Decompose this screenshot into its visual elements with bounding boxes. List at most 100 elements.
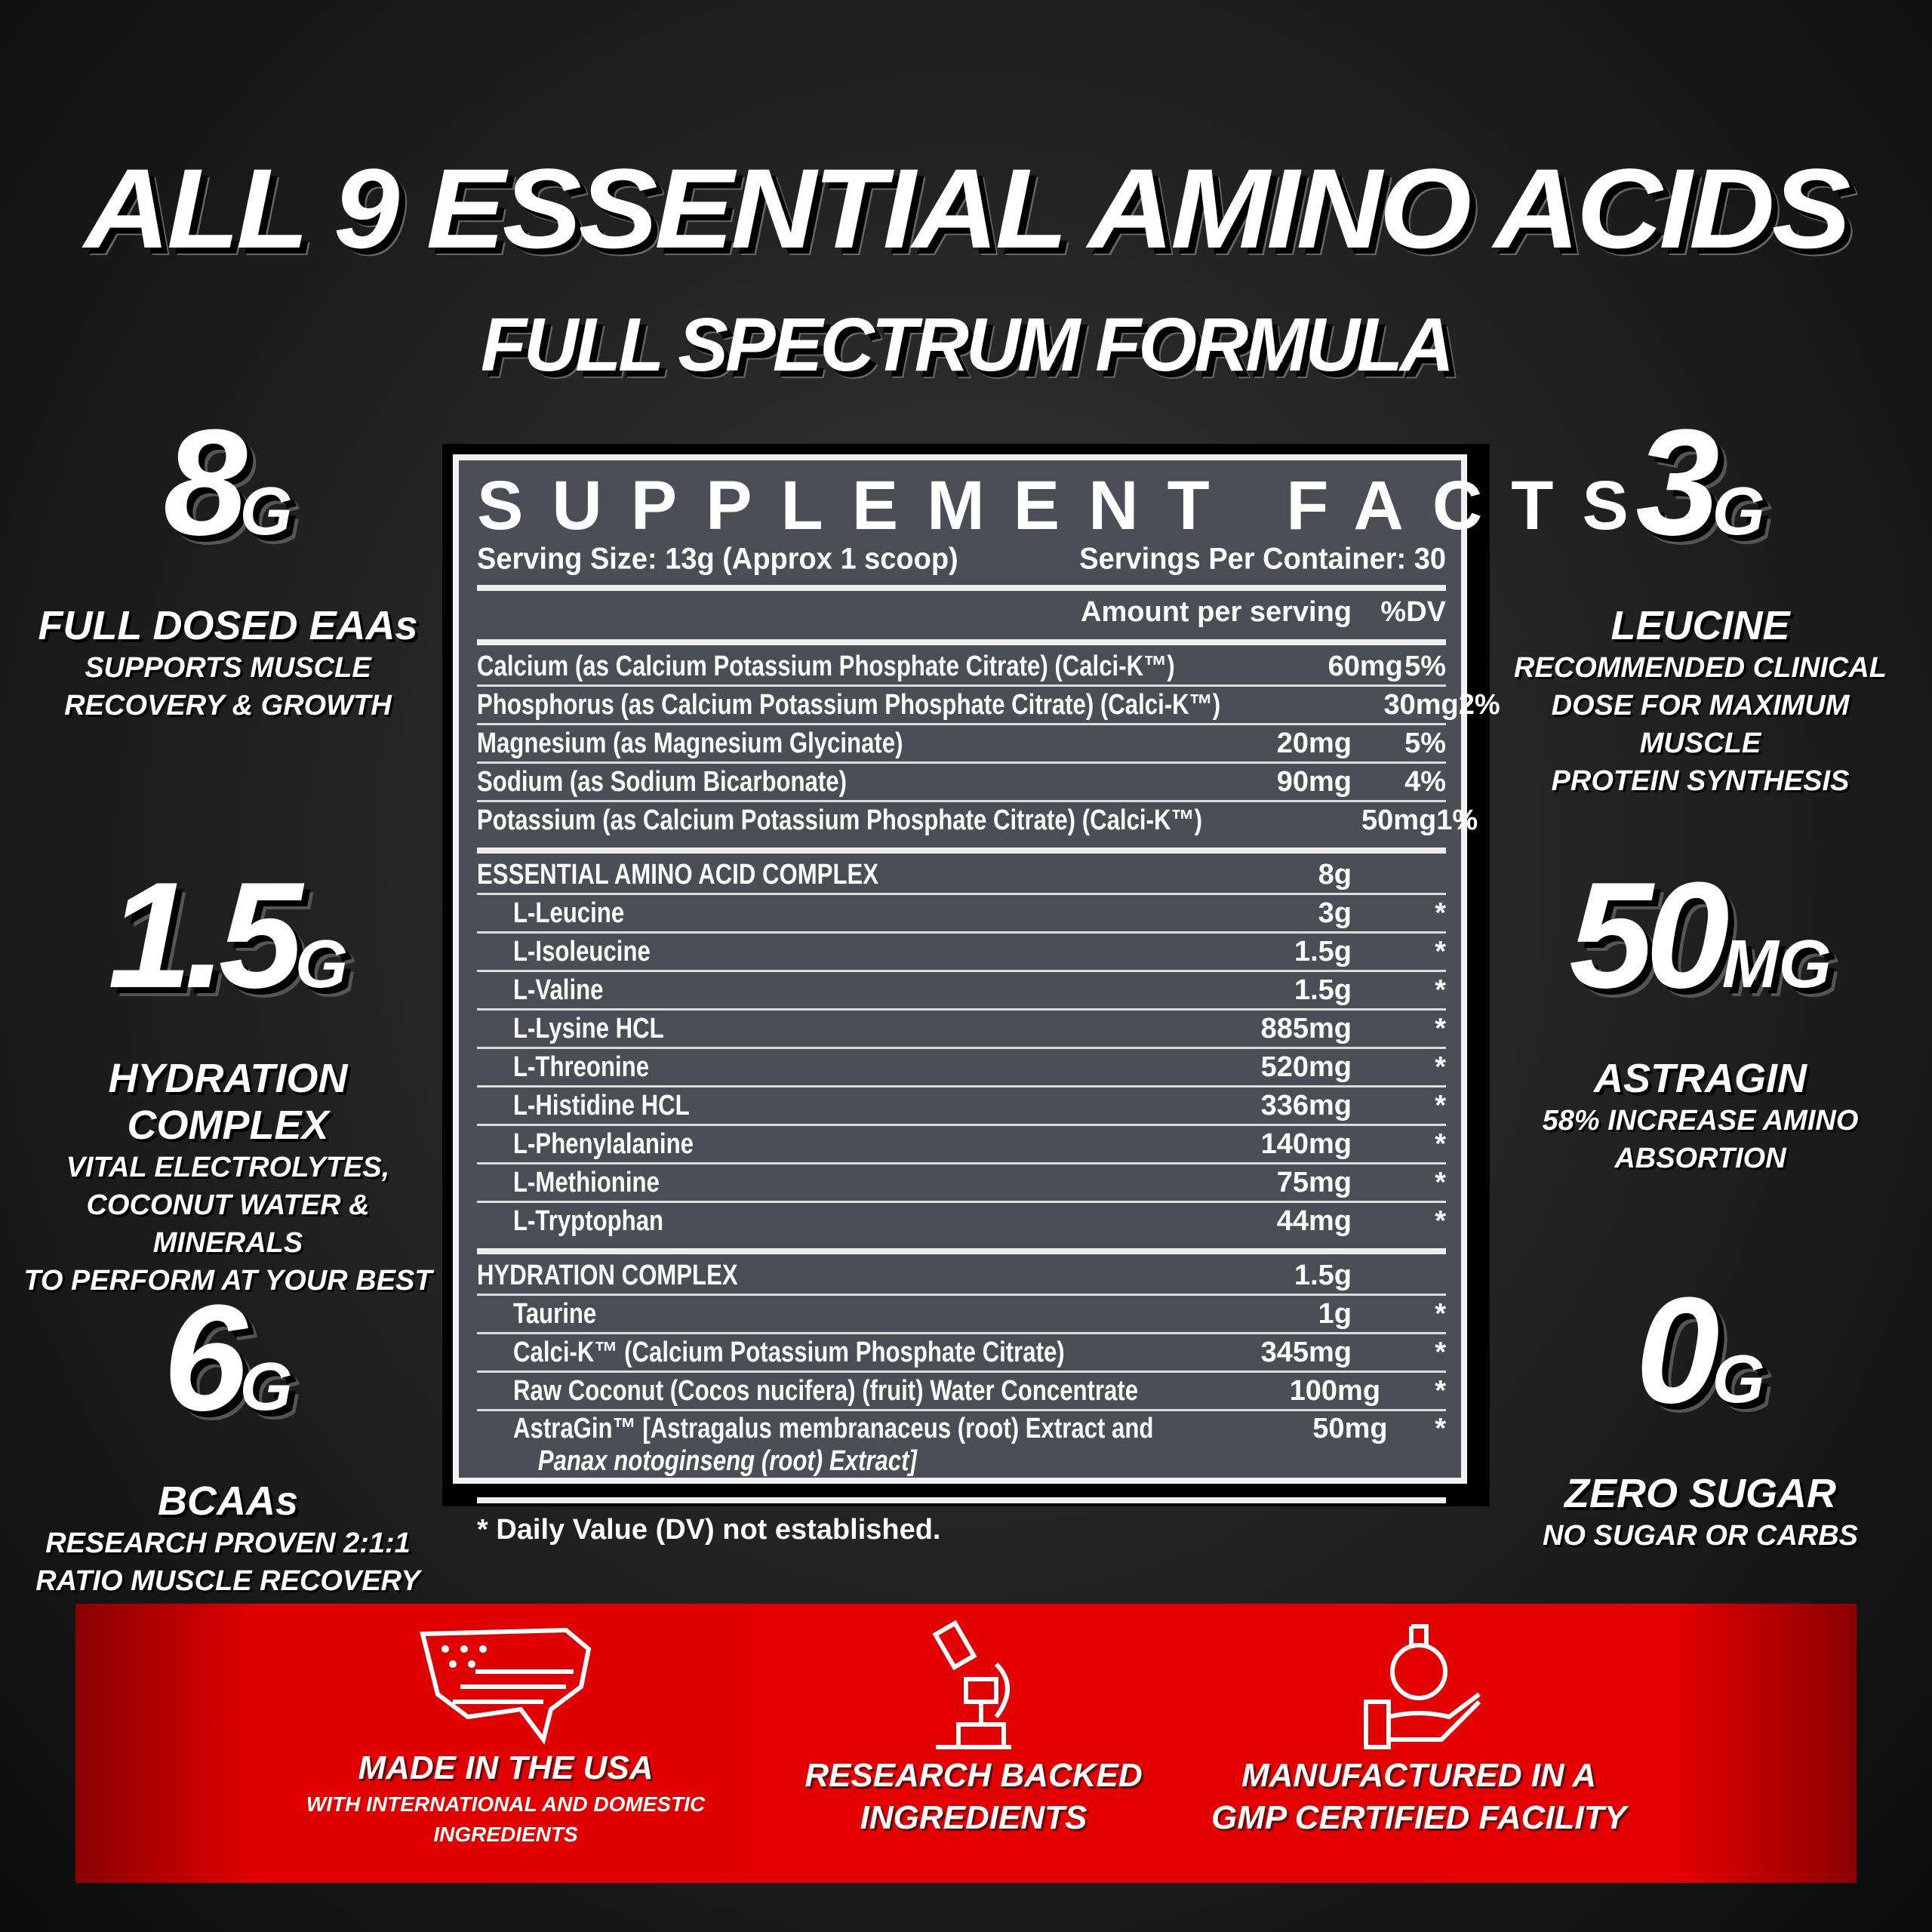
ingredient-dv: * (1435, 897, 1446, 929)
facts-row: Phosphorus (as Calcium Potassium Phospha… (477, 687, 1500, 725)
stat-value: 0 (1635, 1266, 1719, 1435)
ingredient-dv: * (1435, 1166, 1446, 1198)
stat-description: RECOMMENDED CLINICAL (1514, 652, 1887, 684)
ingredient-amount: 1g (1318, 1297, 1352, 1330)
facts-row: Taurine 1g * (477, 1296, 1446, 1334)
main-title: ALL 9 ESSENTIAL AMINO ACIDS (84, 145, 1851, 272)
stat-description: TO PERFORM AT YOUR BEST (23, 1265, 432, 1297)
facts-row: L-Valine 1.5g * (477, 972, 1446, 1011)
stat-description: COCONUT WATER & MINERALS (86, 1189, 370, 1259)
ingredient-name: L-Lysine HCL (513, 1012, 664, 1044)
stat-unit: G (239, 474, 293, 549)
stat-right-2: 0G ZERO SUGAR NO SUGAR OR CARBS (1489, 1275, 1912, 1555)
facts-row: Magnesium (as Magnesium Glycinate) 20mg 5% (477, 725, 1446, 764)
ingredient-dv: 5% (1404, 650, 1446, 682)
stat-description: DOSE FOR MAXIMUM MUSCLE (1551, 690, 1850, 759)
divider (477, 639, 1446, 645)
ingredient-amount: 30mg (1383, 688, 1459, 721)
stat-description: VITAL ELECTROLYTES, (66, 1152, 390, 1183)
ingredient-dv: * (1435, 1012, 1446, 1044)
stat-description: RECOVERY & GROWTH (64, 690, 392, 721)
ingredient-amount: 140mg (1260, 1128, 1352, 1160)
ingredient-name: L-Methionine (513, 1166, 660, 1198)
stat-right-0: 3G LEUCINE RECOMMENDED CLINICAL DOSE FOR MA… (1489, 408, 1912, 800)
ingredient-dv: * (1435, 1336, 1446, 1368)
stat-description: ABSORTION (1614, 1143, 1786, 1174)
feature-line: INGREDIENTS (860, 1799, 1088, 1836)
ingredient-name: Sodium (as Sodium Bicarbonate) (477, 765, 847, 798)
ingredient-dv: 1% (1436, 804, 1478, 836)
ingredient-amount: 345mg (1260, 1336, 1352, 1368)
ingredient-name-cont: Panax notoginseng (root) Extract] (537, 1445, 917, 1477)
ingredient-amount: 50mg (1312, 1413, 1388, 1444)
ingredient-name: Phosphorus (as Calcium Potassium Phospha… (477, 688, 1221, 721)
ingredient-dv: 4% (1404, 765, 1446, 798)
stat-description: RATIO MUSCLE RECOVERY (35, 1565, 420, 1597)
ingredient-amount: 3g (1318, 897, 1352, 929)
facts-row: L-Leucine 3g * (477, 895, 1446, 934)
ingredient-name: Potassium (as Calcium Potassium Phosphat… (477, 804, 1202, 836)
servings-per-container: Servings Per Container: 30 (1079, 542, 1446, 577)
stat-value-wrap: 0G (1489, 1275, 1912, 1455)
ingredient-amount: 20mg (1276, 727, 1352, 759)
feature-made-in-usa: MADE IN THE USA WITH INTERNATIONAL AND D… (242, 1604, 770, 1850)
facts-row: L-Lysine HCL 885mg * (477, 1011, 1446, 1049)
facts-row: L-Methionine 75mg * (477, 1164, 1446, 1203)
ingredient-amount: 1.5g (1294, 935, 1352, 968)
facts-row: Calci-K™ (Calcium Potassium Phosphate Ci… (477, 1334, 1446, 1373)
flask-hand-icon (1364, 1624, 1481, 1749)
feature-line: GMP CERTIFIED FACILITY (1211, 1799, 1627, 1836)
feature-gmp-facility: MANUFACTURED IN A GMP CERTIFIED FACILITY (1155, 1604, 1683, 1839)
facts-row: Sodium (as Sodium Bicarbonate) 90mg 4% (477, 764, 1446, 802)
ingredient-amount: 60mg (1327, 650, 1403, 682)
ingredient-name: ESSENTIAL AMINO ACID COMPLEX (477, 858, 879, 891)
divider (477, 1248, 1446, 1254)
facts-row: HYDRATION COMPLEX 1.5g (477, 1257, 1446, 1296)
ingredient-name: L-Leucine (513, 897, 625, 929)
facts-title: SUPPLEMENT FACTS (477, 467, 1657, 544)
ingredient-amount: 885mg (1260, 1012, 1352, 1044)
feature-research-backed: RESEARCH BACKED INGREDIENTS (709, 1604, 1238, 1839)
ingredient-dv: * (1435, 1297, 1446, 1330)
ingredient-dv: * (1435, 935, 1446, 968)
stat-value: 6 (163, 1274, 247, 1442)
ingredient-name: L-Isoleucine (513, 935, 651, 968)
facts-row: Potassium (as Calcium Potassium Phosphat… (477, 802, 1478, 838)
stat-value-wrap: 6G (17, 1283, 439, 1463)
stat-value-wrap: 1.5G (17, 860, 439, 1040)
supplement-facts-label: SUPPLEMENT FACTS Serving Size: 13g (Appr… (453, 454, 1657, 1546)
stat-value-wrap: 8G (17, 408, 439, 587)
facts-row: AstraGin™ [Astragalus membranaceus (root… (477, 1411, 1446, 1488)
stat-value-wrap: 3G (1489, 408, 1912, 587)
divider (477, 848, 1446, 854)
stat-value: 3 (1635, 398, 1719, 567)
stat-heading: LEUCINE (1611, 603, 1790, 648)
amount-header: Amount per serving (1081, 595, 1352, 628)
ingredient-name: L-Valine (513, 974, 604, 1006)
facts-row: L-Histidine HCL 336mg * (477, 1088, 1446, 1126)
feature-line: WITH INTERNATIONAL AND DOMESTIC (306, 1792, 706, 1816)
ingredient-dv: * (1435, 1374, 1446, 1407)
facts-row: Calcium (as Calcium Potassium Phosphate … (477, 648, 1446, 687)
ingredient-amount: 50mg (1361, 804, 1437, 836)
stat-left-2: 6G BCAAs RESEARCH PROVEN 2:1:1 RATIO MUSCLE… (17, 1283, 439, 1600)
stat-unit: G (1712, 1342, 1765, 1417)
stat-value: 1.5 (107, 851, 303, 1020)
features-band: MADE IN THE USA WITH INTERNATIONAL AND D… (75, 1604, 1857, 1883)
facts-row: Raw Coconut (Cocos nucifera) (fruit) Wat… (477, 1373, 1446, 1411)
ingredient-amount: 100mg (1289, 1374, 1381, 1407)
ingredient-name: L-Phenylalanine (513, 1128, 694, 1160)
stat-heading: ASTRAGIN (1594, 1056, 1807, 1101)
facts-row: ESSENTIAL AMINO ACID COMPLEX 8g (477, 857, 1446, 895)
ingredient-name: HYDRATION COMPLEX (477, 1259, 738, 1291)
ingredient-dv: 2% (1458, 688, 1500, 721)
ingredient-dv: * (1435, 974, 1446, 1006)
facts-row: L-Isoleucine 1.5g * (477, 934, 1446, 972)
stat-unit: G (295, 927, 349, 1002)
stat-unit: G (239, 1349, 293, 1425)
subtitle: FULL SPECTRUM FORMULA (480, 303, 1454, 387)
ingredient-dv: * (1435, 1051, 1446, 1083)
ingredient-amount: 520mg (1260, 1051, 1352, 1083)
stat-unit: G (1712, 474, 1765, 549)
stat-description: SUPPORTS MUSCLE (85, 652, 371, 684)
